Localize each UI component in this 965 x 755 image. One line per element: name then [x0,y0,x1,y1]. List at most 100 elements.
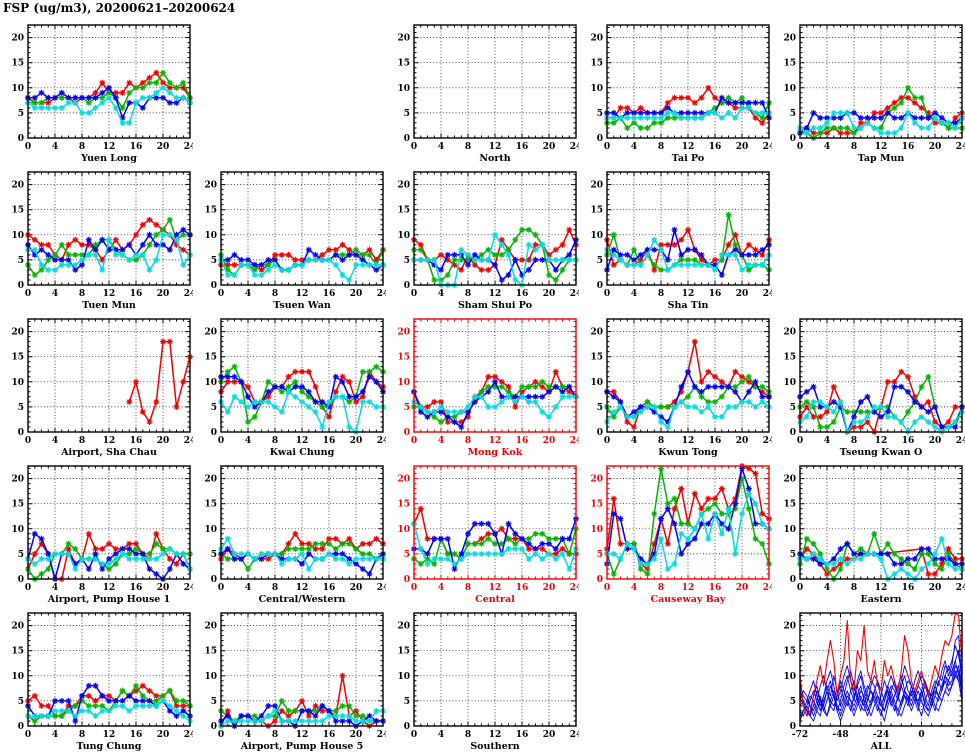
x-tick-label: 0 [604,289,610,299]
x-tick-label: 20 [157,289,170,299]
y-tick-label: 0 [18,281,24,291]
x-tick-label: 24 [570,289,579,299]
y-tick-label: 5 [18,550,24,560]
chart-tung-chung: 0 5 10 15 20 0 4 8 12 16 20 24 Tung Chung [11,612,196,752]
x-tick-label: 24 [763,289,772,299]
chart-cell-tseung-kwan-o: 0 5 10 15 20 0 4 8 12 16 20 24 Tseung Kwan O [772,312,965,459]
y-tick-label: 10 [783,672,796,682]
y-tick-label: 20 [204,328,217,338]
x-tick-label: 24 [956,583,965,593]
y-tick-label: 5 [790,109,796,119]
chart-tsuen-wan: 0 5 10 15 20 0 4 8 12 16 20 24 Tsuen Wan [204,171,389,311]
y-tick-label: 15 [11,206,24,216]
chart-title: Tseung Kwan O [840,447,922,458]
x-tick-label: 20 [736,436,749,446]
x-tick-label: 12 [103,142,116,152]
series-all-stations-6-line [799,665,963,717]
y-tick-label: 10 [204,525,217,535]
x-tick-label: 8 [851,583,857,593]
chart-cell-tsuen-wan: 0 5 10 15 20 0 4 8 12 16 20 24 Tsuen Wan [193,165,389,312]
grid-lines [28,319,190,432]
x-tick-label: 8 [79,583,85,593]
y-tick-label: 5 [597,403,603,413]
grid-lines [221,319,383,432]
x-tick-label: 12 [296,583,309,593]
x-tick-label: 16 [130,436,143,446]
x-tick-label: 8 [851,142,857,152]
x-tick-label: 0 [218,289,224,299]
chart-cell-all: 0 5 10 15 20 -72 -48 -24 0 24 ALL [772,606,965,753]
y-tick-label: 15 [11,500,24,510]
y-tick-label: 20 [590,328,603,338]
chart-cell-yuen-long: 0 5 10 15 20 0 4 8 12 16 20 24 Yuen Long [0,18,196,165]
chart-cell-airport-pump-house-5: 0 5 10 15 20 0 4 8 12 16 20 24 Airport, Pump House 5 [193,606,389,753]
plot-frame [27,24,191,139]
x-tick-label: 12 [489,583,502,593]
chart-title: ALL [870,741,892,752]
x-tick-label: 20 [543,436,556,446]
chart-cell-airport-pump-house-1: 0 5 10 15 20 0 4 8 12 16 20 24 Airport, Pump House 1 [0,459,196,606]
x-tick-label: 16 [516,730,529,740]
x-tick-label: 4 [52,730,58,740]
x-tick-label: 8 [272,289,278,299]
x-tick-label: 0 [411,289,417,299]
chart-airport-pump-house-5: 0 5 10 15 20 0 4 8 12 16 20 24 Airport, Pump House 5 [204,612,389,752]
chart-title: Central [475,594,515,605]
grid-lines [414,613,576,726]
chart-title: Tai Po [672,153,704,164]
x-tick-label: 0 [25,436,31,446]
x-tick-label: 0 [25,289,31,299]
chart-cell-kwun-tong: 0 5 10 15 20 0 4 8 12 16 20 24 Kwun Tong [579,312,775,459]
grid-lines [28,25,190,138]
x-tick-label: 8 [272,436,278,446]
x-tick-label: 24 [570,583,579,593]
x-tick-label: 24 [184,142,193,152]
chart-kwai-chung: 0 5 10 15 20 0 4 8 12 16 20 24 Kwai Chung [204,318,389,458]
chart-cell-southern: 0 5 10 15 20 0 4 8 12 16 20 24 Southern [386,606,582,753]
plot-frame [799,24,963,139]
chart-title: Tsuen Wan [273,300,331,311]
y-tick-label: 10 [397,378,410,388]
chart-southern: 0 5 10 15 20 0 4 8 12 16 20 24 Southern [397,612,582,752]
plot-frame [220,465,384,580]
x-tick-label: 12 [682,436,695,446]
y-tick-label: 15 [204,353,217,363]
x-tick-label: 16 [323,436,336,446]
plot-frame [27,465,191,580]
x-tick-label: 12 [296,289,309,299]
chart-cell-sham-shui-po: 0 5 10 15 20 0 4 8 12 16 20 24 Sham Shui Po [386,165,582,312]
y-tick-label: 15 [590,206,603,216]
y-tick-label: 0 [404,722,410,732]
x-tick-label: 20 [157,730,170,740]
x-tick-label: 20 [157,583,170,593]
y-tick-label: 20 [590,34,603,44]
x-tick-label: 0 [604,436,610,446]
x-tick-label: 0 [411,436,417,446]
y-tick-label: 5 [211,403,217,413]
y-tick-label: 15 [11,647,24,657]
plot-frame [413,612,577,727]
chart-causeway-bay: 0 5 10 15 20 0 4 8 12 16 20 24 Causeway Bay [590,463,775,605]
grid-lines [607,319,769,432]
plot-frame [27,612,191,727]
y-tick-label: 0 [18,722,24,732]
chart-mong-kok: 0 5 10 15 20 0 4 8 12 16 20 24 Mong Kok [397,318,582,458]
x-tick-label: 12 [875,142,888,152]
x-tick-label: 20 [929,583,942,593]
x-tick-label: 4 [52,583,58,593]
x-tick-label: 20 [157,142,170,152]
x-tick-label: 12 [489,436,502,446]
y-tick-label: 15 [204,647,217,657]
y-tick-label: 20 [204,181,217,191]
y-tick-label: 5 [404,256,410,266]
x-tick-label: 24 [956,142,965,152]
y-tick-label: 20 [783,475,796,485]
y-tick-label: 15 [397,206,410,216]
chart-cell-central-western: 0 5 10 15 20 0 4 8 12 16 20 24 Central/Western [193,459,389,606]
y-tick-label: 10 [11,525,24,535]
chart-cell-mong-kok: 0 5 10 15 20 0 4 8 12 16 20 24 Mong Kok [386,312,582,459]
y-tick-label: 5 [18,109,24,119]
x-tick-label: 4 [438,289,444,299]
chart-airport-pump-house-1: 0 5 10 15 20 0 4 8 12 16 20 24 Airport, Pump House 1 [11,465,196,605]
